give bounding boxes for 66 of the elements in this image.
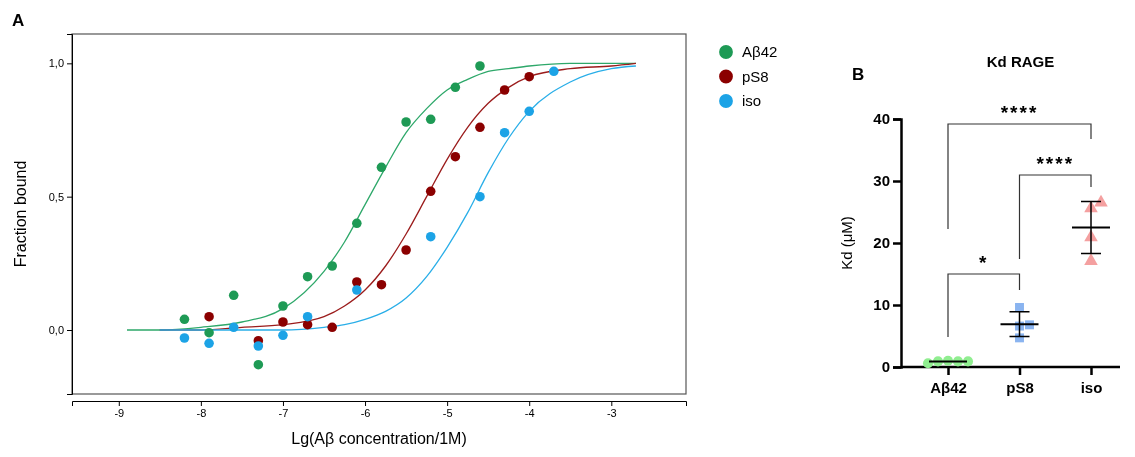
point bbox=[278, 301, 288, 311]
point bbox=[253, 359, 264, 370]
point bbox=[302, 311, 313, 322]
x-axis-title: Lg(Aβ concentration/1M) bbox=[291, 430, 467, 447]
point bbox=[524, 106, 534, 117]
legend-label: pS8 bbox=[742, 67, 769, 85]
point bbox=[327, 261, 337, 271]
x-tick-label: -4 bbox=[524, 406, 535, 419]
point bbox=[475, 122, 485, 133]
point bbox=[524, 71, 534, 82]
point bbox=[352, 277, 362, 287]
x-tick-label: iso bbox=[1080, 379, 1103, 396]
point bbox=[401, 117, 411, 127]
x-tick-label: Aβ42 bbox=[930, 379, 967, 396]
y-tick-label: 0,5 bbox=[48, 190, 64, 203]
annotation: * bbox=[979, 252, 989, 273]
x-tick-label: -8 bbox=[196, 406, 207, 419]
annotation: **** bbox=[1036, 153, 1075, 174]
y-tick-label: 30 bbox=[873, 172, 890, 190]
y-axis-title: Fraction bound bbox=[12, 160, 29, 268]
point bbox=[204, 311, 214, 322]
y-tick-label: 0,0 bbox=[48, 324, 64, 337]
point bbox=[450, 151, 461, 162]
point bbox=[179, 314, 190, 325]
x-tick-label: -7 bbox=[278, 406, 289, 419]
point bbox=[425, 114, 436, 125]
text: B bbox=[852, 65, 865, 84]
point bbox=[499, 127, 510, 138]
point bbox=[228, 290, 239, 301]
point bbox=[401, 245, 411, 255]
x-tick-label: -9 bbox=[114, 406, 125, 419]
point bbox=[253, 341, 264, 351]
point bbox=[302, 271, 313, 282]
point bbox=[204, 327, 214, 338]
y-tick-label: 40 bbox=[873, 110, 890, 128]
point bbox=[278, 330, 288, 341]
point bbox=[204, 338, 214, 349]
legend-label: Aβ42 bbox=[742, 43, 778, 60]
point bbox=[179, 333, 190, 343]
y-tick-label: 20 bbox=[873, 234, 890, 252]
x-tick-label: pS8 bbox=[1006, 379, 1034, 396]
point bbox=[425, 231, 436, 242]
chart-title: Kd RAGE bbox=[986, 53, 1055, 70]
y-axis-title: Kd (μM) bbox=[838, 216, 855, 270]
point bbox=[327, 322, 337, 333]
point bbox=[450, 82, 461, 93]
point bbox=[425, 186, 436, 197]
point bbox=[475, 61, 485, 71]
x-tick-label: -5 bbox=[442, 406, 453, 419]
point bbox=[352, 218, 362, 229]
y-tick-label: 1,0 bbox=[48, 57, 64, 70]
x-tick-label: -3 bbox=[606, 406, 617, 419]
point bbox=[228, 322, 239, 333]
point bbox=[278, 317, 288, 327]
legend-label: iso bbox=[742, 92, 762, 109]
point bbox=[475, 191, 485, 202]
point bbox=[352, 285, 362, 295]
annotation: **** bbox=[1000, 102, 1039, 123]
point bbox=[549, 66, 559, 77]
text: A bbox=[12, 11, 25, 30]
point bbox=[376, 162, 387, 173]
y-tick-label: 10 bbox=[873, 296, 890, 314]
point bbox=[499, 85, 510, 95]
y-tick-label: 0 bbox=[881, 358, 890, 376]
x-tick-label: -6 bbox=[360, 406, 371, 419]
point bbox=[376, 279, 387, 290]
